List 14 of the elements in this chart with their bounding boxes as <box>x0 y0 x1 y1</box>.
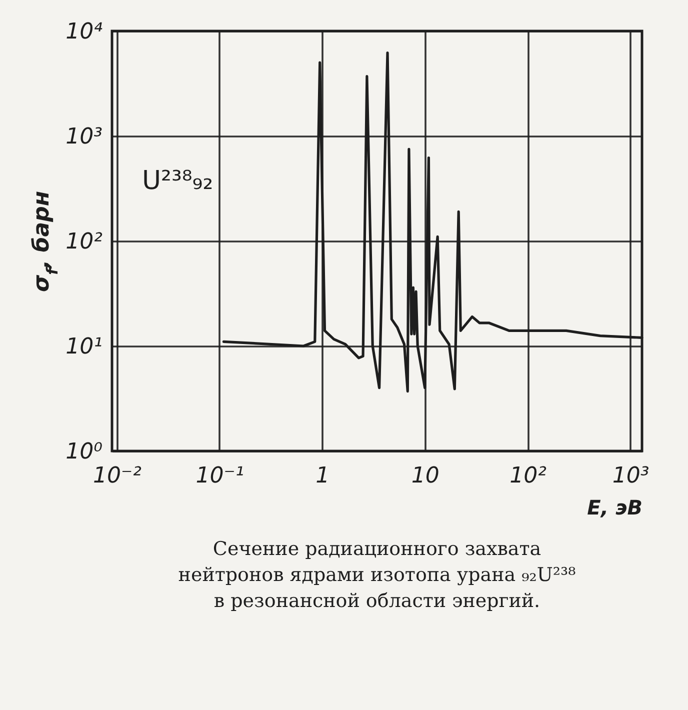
x-tick-label: 1 <box>316 464 330 488</box>
x-tick-label: 10 <box>411 464 440 488</box>
annotation: U²³⁸₉₂ <box>142 166 214 196</box>
x-tick-label: 10⁻¹ <box>196 464 244 488</box>
y-tick-label: 10⁴ <box>66 20 103 44</box>
y-tick-label: 10¹ <box>66 334 102 360</box>
x-tick-label: 10² <box>510 464 547 488</box>
y-tick-label: 10² <box>66 230 103 254</box>
y-tick-label: 10³ <box>66 124 103 150</box>
y-tick-label: 10⁰ <box>66 440 103 464</box>
x-tick-label: 10⁻² <box>92 464 142 488</box>
x-tick-label: 10³ <box>612 464 650 488</box>
x-axis-title: E, эВ <box>587 496 642 520</box>
text: Сечение радиационного захвата нейтронов ядрами изотопа урана ₉₂U²³⁸ в резонансной области энергий. <box>178 538 576 612</box>
